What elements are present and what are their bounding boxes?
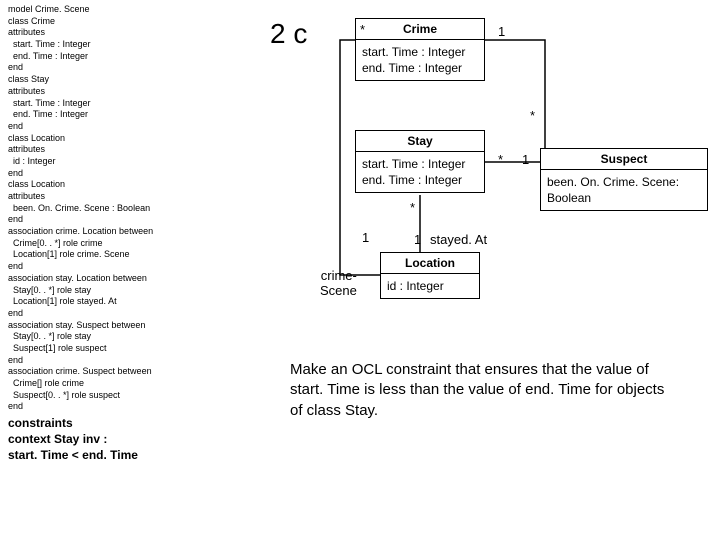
model-line: end	[8, 121, 218, 133]
model-line: end	[8, 168, 218, 180]
model-line: Stay[0. . *] role stay	[8, 285, 218, 297]
model-line: end. Time : Integer	[8, 109, 218, 121]
model-line: end	[8, 401, 218, 413]
class-crime: Crime start. Time : Integerend. Time : I…	[355, 18, 485, 81]
mult-stay-star-bottom: *	[410, 200, 415, 215]
attr-line: id : Integer	[387, 278, 473, 294]
model-line: Suspect[0. . *] role suspect	[8, 390, 218, 402]
model-line: end	[8, 62, 218, 74]
class-location-attrs: id : Integer	[381, 274, 479, 298]
model-line: Stay[0. . *] role stay	[8, 331, 218, 343]
model-line: start. Time : Integer	[8, 98, 218, 110]
attr-line: end. Time : Integer	[362, 60, 478, 76]
model-line: class Location	[8, 179, 218, 191]
page-title: 2 c	[270, 18, 307, 50]
class-stay-attrs: start. Time : Integerend. Time : Integer	[356, 152, 484, 192]
question-text: Make an OCL constraint that ensures that…	[290, 360, 670, 421]
model-line: class Crime	[8, 16, 218, 28]
attr-line: start. Time : Integer	[362, 44, 478, 60]
model-line: attributes	[8, 27, 218, 39]
mult-suspect-star-top: *	[530, 108, 535, 123]
model-line: Location[1] role crime. Scene	[8, 249, 218, 261]
mult-crime-one: 1	[498, 24, 505, 39]
constraint-line: start. Time < end. Time	[8, 447, 218, 463]
model-line: start. Time : Integer	[8, 39, 218, 51]
constraint-line: context Stay inv :	[8, 431, 218, 447]
model-line: model Crime. Scene	[8, 4, 218, 16]
model-line: association stay. Suspect between	[8, 320, 218, 332]
class-location-name: Location	[381, 253, 479, 274]
model-line: association stay. Location between	[8, 273, 218, 285]
model-line: id : Integer	[8, 156, 218, 168]
model-line: end	[8, 214, 218, 226]
mult-loc-one-stayed: 1	[414, 232, 421, 247]
attr-line: been. On. Crime. Scene: Boolean	[547, 174, 701, 206]
mult-stay-star-right: *	[498, 152, 503, 167]
constraint-line: constraints	[8, 415, 218, 431]
model-line: end. Time : Integer	[8, 51, 218, 63]
model-line: Crime[0. . *] role crime	[8, 238, 218, 250]
model-line: attributes	[8, 191, 218, 203]
model-line: attributes	[8, 144, 218, 156]
mult-crime-star: *	[360, 22, 365, 37]
class-suspect-name: Suspect	[541, 149, 707, 170]
model-line: association crime. Suspect between	[8, 366, 218, 378]
class-stay: Stay start. Time : Integerend. Time : In…	[355, 130, 485, 193]
model-line: been. On. Crime. Scene : Boolean	[8, 203, 218, 215]
class-suspect: Suspect been. On. Crime. Scene: Boolean	[540, 148, 708, 211]
attr-line: end. Time : Integer	[362, 172, 478, 188]
class-suspect-attrs: been. On. Crime. Scene: Boolean	[541, 170, 707, 210]
attr-line: start. Time : Integer	[362, 156, 478, 172]
mult-stay-one-left: 1	[362, 230, 369, 245]
model-line: Crime[] role crime	[8, 378, 218, 390]
model-line: class Stay	[8, 74, 218, 86]
model-source: model Crime. Sceneclass Crimeattributes …	[8, 4, 218, 464]
model-line: end	[8, 308, 218, 320]
class-crime-attrs: start. Time : Integerend. Time : Integer	[356, 40, 484, 80]
mult-suspect-one: 1	[522, 152, 529, 167]
class-location: Location id : Integer	[380, 252, 480, 299]
model-line: association crime. Location between	[8, 226, 218, 238]
assoc-stayedat: stayed. At	[430, 232, 487, 247]
model-line: class Location	[8, 133, 218, 145]
model-line: attributes	[8, 86, 218, 98]
model-line: end	[8, 261, 218, 273]
model-line: end	[8, 355, 218, 367]
assoc-crimescene: crime- Scene	[320, 268, 357, 298]
class-crime-name: Crime	[356, 19, 484, 40]
model-line: Suspect[1] role suspect	[8, 343, 218, 355]
model-line: Location[1] role stayed. At	[8, 296, 218, 308]
class-stay-name: Stay	[356, 131, 484, 152]
